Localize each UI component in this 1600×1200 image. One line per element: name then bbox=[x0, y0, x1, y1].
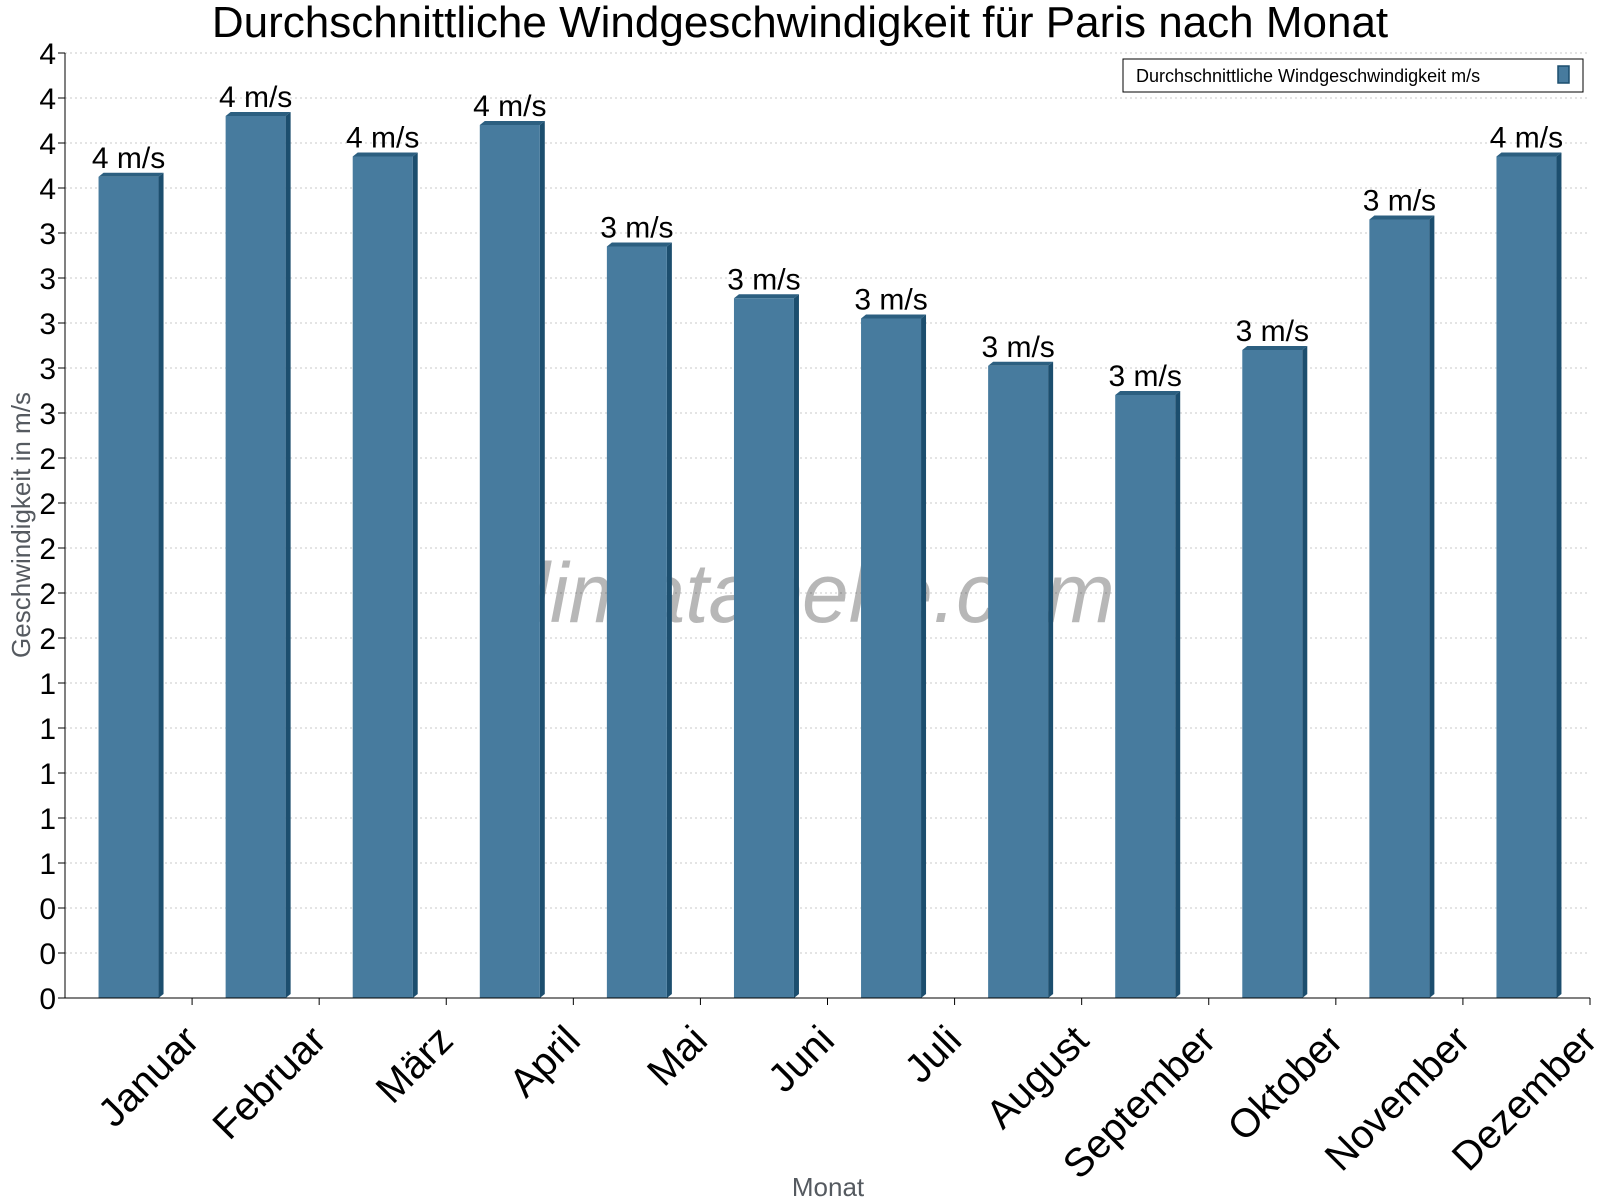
y-tick-label: 0 bbox=[39, 938, 56, 971]
data-label: 3 m/s bbox=[1363, 185, 1436, 218]
y-tick-label: 0 bbox=[39, 983, 56, 1016]
y-tick-label: 0 bbox=[39, 893, 56, 926]
y-tick-label: 1 bbox=[39, 803, 56, 836]
data-label: 4 m/s bbox=[1490, 122, 1563, 155]
bar-top bbox=[479, 121, 545, 125]
x-axis-title: Monat bbox=[792, 1172, 865, 1200]
data-label: 3 m/s bbox=[600, 212, 673, 245]
category-label: Oktober bbox=[1220, 1018, 1352, 1150]
bar-top bbox=[606, 242, 672, 247]
bar-top bbox=[861, 314, 927, 319]
category-label: April bbox=[501, 1018, 589, 1106]
y-tick-label: 3 bbox=[39, 308, 56, 341]
bar-top bbox=[1242, 346, 1308, 350]
legend-label: Durchschnittliche Windgeschwindigkeit m/… bbox=[1136, 66, 1480, 86]
category-label: Juni bbox=[760, 1018, 843, 1101]
bar-top bbox=[988, 361, 1054, 366]
y-tick-label: 1 bbox=[39, 668, 56, 701]
bar bbox=[733, 298, 794, 998]
bar-side bbox=[539, 121, 545, 998]
bar-top bbox=[733, 294, 799, 299]
bar bbox=[479, 125, 540, 998]
bar bbox=[225, 116, 286, 998]
y-tick-label: 4 bbox=[39, 128, 56, 161]
y-tick-label: 3 bbox=[39, 353, 56, 386]
chart-title: Durchschnittliche Windgeschwindigkeit fü… bbox=[212, 0, 1388, 47]
bar-side bbox=[1302, 346, 1308, 998]
bar bbox=[606, 246, 667, 998]
bar bbox=[98, 176, 159, 998]
y-tick-label: 2 bbox=[39, 623, 56, 656]
y-tick-label: 2 bbox=[39, 533, 56, 566]
category-label: Mai bbox=[639, 1018, 716, 1095]
bar-side bbox=[1429, 215, 1435, 998]
legend: Durchschnittliche Windgeschwindigkeit m/… bbox=[1122, 58, 1584, 93]
x-axis-ticks bbox=[191, 998, 1591, 1005]
y-tick-label: 2 bbox=[39, 578, 56, 611]
bar-top bbox=[225, 112, 291, 116]
bar bbox=[1369, 219, 1430, 998]
bar-top bbox=[1115, 391, 1181, 395]
data-label: 3 m/s bbox=[727, 263, 800, 296]
y-tick-label: 4 bbox=[39, 173, 56, 206]
legend-box bbox=[1122, 58, 1584, 93]
category-label: August bbox=[978, 1018, 1097, 1137]
data-label: 4 m/s bbox=[473, 90, 546, 123]
y-axis-title: Geschwindigkeit in m/s bbox=[6, 392, 36, 658]
data-label: 3 m/s bbox=[1236, 315, 1309, 348]
y-tick-label: 2 bbox=[39, 488, 56, 521]
bar bbox=[1115, 395, 1176, 998]
bar bbox=[1496, 156, 1557, 998]
y-tick-label: 3 bbox=[39, 398, 56, 431]
bar bbox=[861, 318, 922, 998]
bar-side bbox=[412, 152, 418, 998]
y-tick-label: 1 bbox=[39, 713, 56, 746]
data-label: 3 m/s bbox=[981, 331, 1054, 364]
data-labels: 4 m/s 4 m/s 4 m/s 4 m/s 3 m/s 3 m/s 3 m/s 3 m/s… bbox=[92, 81, 1563, 393]
bar-top bbox=[1496, 152, 1562, 157]
bar bbox=[1242, 350, 1303, 998]
bar-side bbox=[1556, 152, 1562, 998]
bar-side bbox=[666, 242, 672, 998]
bar-top bbox=[98, 172, 164, 177]
y-tick-label: 1 bbox=[39, 848, 56, 881]
data-label: 4 m/s bbox=[346, 122, 419, 155]
data-label: 4 m/s bbox=[219, 81, 292, 114]
bar bbox=[988, 365, 1049, 998]
bar-side bbox=[285, 112, 291, 998]
category-label: Februar bbox=[204, 1018, 334, 1148]
bar-side bbox=[158, 172, 164, 998]
data-label: 3 m/s bbox=[1109, 360, 1182, 393]
category-label: Januar bbox=[90, 1018, 208, 1136]
bar-top bbox=[352, 152, 418, 157]
y-tick-label: 4 bbox=[39, 38, 56, 71]
bar-side bbox=[1175, 391, 1181, 998]
data-label: 3 m/s bbox=[854, 284, 927, 317]
y-tick-label: 4 bbox=[39, 83, 56, 116]
bars bbox=[98, 112, 1562, 998]
bar-side bbox=[1048, 361, 1054, 998]
y-tick-label: 3 bbox=[39, 218, 56, 251]
y-tick-label: 2 bbox=[39, 443, 56, 476]
bar bbox=[352, 156, 413, 998]
bar-side bbox=[921, 314, 927, 998]
y-tick-label: 3 bbox=[39, 263, 56, 296]
data-label: 4 m/s bbox=[92, 142, 165, 175]
gridlines bbox=[65, 52, 1590, 954]
bar-side bbox=[793, 294, 799, 998]
bar-top bbox=[1369, 215, 1435, 220]
category-label: März bbox=[368, 1018, 462, 1112]
category-label: Juli bbox=[896, 1018, 970, 1092]
legend-swatch bbox=[1557, 65, 1570, 84]
y-tick-label: 1 bbox=[39, 758, 56, 791]
y-axis-ticks: 0 0 0 1 1 1 1 1 2 2 2 2 2 3 3 3 3 3 4 4 4 4 bbox=[39, 38, 65, 1016]
